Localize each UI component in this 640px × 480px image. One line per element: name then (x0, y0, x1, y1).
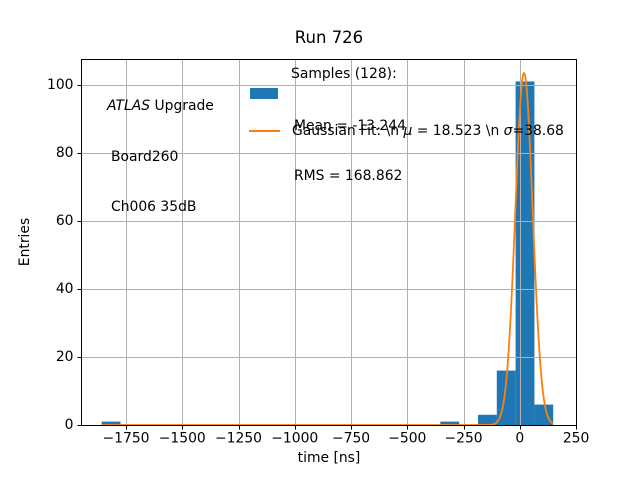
histogram-bar (101, 421, 121, 425)
y-tick-label: 20 (56, 349, 74, 365)
x-axis-label: time [ns] (297, 450, 361, 466)
legend-hist-mean: Mean = -13.244 (294, 117, 406, 134)
legend-fit-suffix: =38.68 (512, 122, 564, 139)
legend-hist-rms: RMS = 168.862 (294, 168, 403, 185)
legend-fit-label: Gaussian Fit: \n μ = 18.523 \n σ=38.68 (292, 123, 564, 140)
histogram-bar (477, 414, 497, 425)
legend-fit-mu-symbol: μ (403, 122, 413, 139)
legend-title: Samples (128): (291, 66, 397, 82)
legend-fit-sigma-symbol: σ (503, 122, 513, 139)
y-tick-label: 0 (65, 417, 74, 433)
legend-fit-mid: = 18.523 \n (412, 122, 504, 139)
x-tick-label: −750 (332, 431, 370, 447)
legend-hist-label: Mean = -13.244 RMS = 168.862 (294, 85, 406, 219)
x-tick-label: −250 (444, 431, 482, 447)
legend-fit-swatch (249, 130, 280, 132)
annotation-block: ATLAS Upgrade Board260 Ch006 35dB (107, 65, 214, 249)
legend-hist-swatch (250, 88, 278, 99)
annotation-line-board: Board260 (111, 148, 179, 165)
annotation-line-atlas: ATLAS Upgrade (107, 98, 214, 115)
y-tick-label: 80 (56, 145, 74, 161)
x-tick-label: −1250 (215, 431, 262, 447)
x-tick-label: −500 (388, 431, 426, 447)
histogram-bar (440, 421, 460, 425)
y-tick-label: 40 (56, 281, 74, 297)
x-tick-label: −1000 (271, 431, 318, 447)
annotation-atlas-rest: Upgrade (150, 98, 214, 115)
axes-spines (81, 59, 577, 426)
x-tick-label: −1500 (159, 431, 206, 447)
x-tick-label: −1750 (103, 431, 150, 447)
y-tick-label: 60 (56, 213, 74, 229)
x-tick-label: 250 (563, 431, 590, 447)
y-axis-label: Entries (17, 217, 33, 267)
x-tick-label: 0 (515, 431, 524, 447)
y-tick-label: 100 (47, 77, 74, 93)
annotation-atlas-italic: ATLAS (107, 98, 151, 115)
annotation-line-channel: Ch006 35dB (111, 198, 197, 215)
legend-fit-prefix: Gaussian Fit: \n (292, 122, 404, 139)
chart-title: Run 726 (294, 28, 364, 47)
